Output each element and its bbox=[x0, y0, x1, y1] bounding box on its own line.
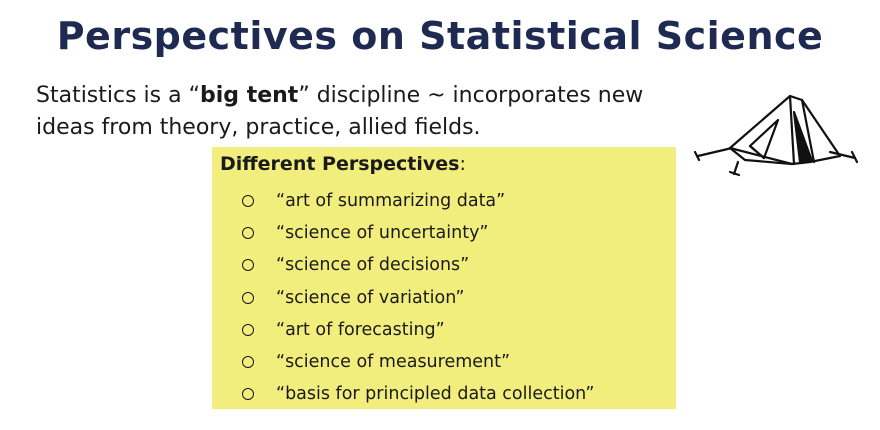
circle-bullet-icon bbox=[242, 195, 254, 208]
panel-heading-colon: : bbox=[459, 153, 466, 175]
intro-suffix: ” discipline ~ incorporates new ideas fr… bbox=[36, 83, 644, 140]
list-item: “art of forecasting” bbox=[242, 314, 594, 346]
perspectives-panel: Different Perspectives: “art of summariz… bbox=[212, 147, 676, 409]
circle-bullet-icon bbox=[242, 388, 254, 401]
list-item: “art of summarizing data” bbox=[242, 185, 594, 217]
list-item-text: “science of decisions” bbox=[276, 255, 470, 276]
panel-heading-text: Different Perspectives bbox=[220, 153, 460, 175]
list-item-text: “art of forecasting” bbox=[276, 319, 445, 340]
circle-bullet-icon bbox=[242, 259, 254, 272]
list-item-text: “art of summarizing data” bbox=[276, 191, 506, 212]
intro-paragraph: Statistics is a “big tent” discipline ~ … bbox=[36, 80, 696, 144]
list-item-text: “science of uncertainty” bbox=[276, 223, 489, 244]
circle-bullet-icon bbox=[242, 291, 254, 304]
circle-bullet-icon bbox=[242, 356, 254, 369]
list-item: “science of variation” bbox=[242, 282, 594, 314]
panel-heading: Different Perspectives: bbox=[220, 153, 466, 175]
circle-bullet-icon bbox=[242, 323, 254, 336]
list-item-text: “basis for principled data collection” bbox=[276, 384, 595, 405]
slide-title: Perspectives on Statistical Science bbox=[56, 14, 824, 58]
list-item-text: “science of variation” bbox=[276, 287, 465, 308]
list-item: “science of uncertainty” bbox=[242, 217, 594, 249]
list-item: “science of measurement” bbox=[242, 346, 594, 378]
list-item-text: “science of measurement” bbox=[276, 352, 511, 373]
intro-prefix: Statistics is a “ bbox=[36, 83, 201, 108]
tent-icon bbox=[693, 94, 859, 177]
list-item: “science of decisions” bbox=[242, 249, 594, 281]
list-item: “basis for principled data collection” bbox=[242, 378, 594, 410]
circle-bullet-icon bbox=[242, 227, 254, 240]
intro-bold-term: big tent bbox=[200, 83, 299, 108]
perspective-list: “art of summarizing data” “science of un… bbox=[242, 185, 594, 410]
